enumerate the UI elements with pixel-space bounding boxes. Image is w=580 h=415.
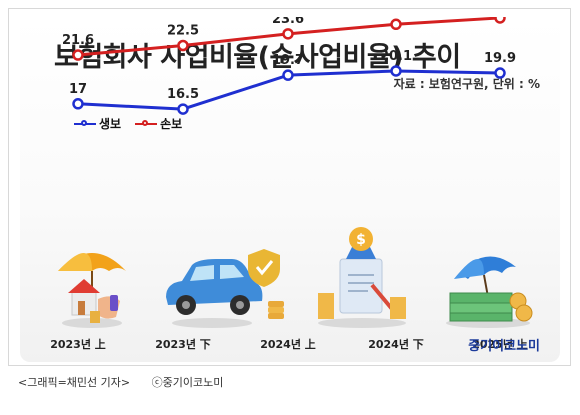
data-label-nonlife: 21.6 (62, 33, 94, 48)
data-label-life: 17 (69, 82, 87, 97)
data-point-nonlife (177, 39, 189, 52)
data-label-life: 19.7 (272, 53, 304, 68)
legend-label-nonlife: 손보 (160, 117, 183, 131)
data-point-life (177, 103, 189, 115)
legend-item-life: 생보 (74, 115, 121, 132)
x-tick-label: 2023년 下 (155, 337, 211, 351)
data-point-life (72, 98, 84, 110)
x-tick-label: 2023년 上 (50, 337, 106, 351)
legend-swatch-life (74, 119, 96, 126)
data-point-life (390, 65, 402, 77)
svg-text:$: $ (356, 232, 366, 248)
data-point-nonlife (494, 17, 506, 24)
infographic-panel: 보험회사 사업비율(순사업비율) 추이 자료 : 보험연구원, 단위 : % 생… (20, 17, 560, 362)
umbrella-house-icon (58, 253, 126, 328)
x-tick-label: 2025년 上 (472, 337, 528, 351)
data-label-life: 20.1 (380, 49, 412, 64)
legend-item-nonlife: 손보 (135, 115, 182, 132)
legend-label-life: 생보 (99, 117, 122, 131)
source-note: 자료 : 보험연구원, 단위 : % (393, 77, 540, 91)
data-label-life: 19.9 (484, 51, 516, 66)
data-label-nonlife: 22.5 (167, 24, 199, 39)
x-tick-label: 2024년 下 (368, 337, 424, 351)
umbrella-money-icon (446, 256, 533, 328)
data-label-life: 16.5 (167, 87, 199, 102)
car-shield-icon (166, 249, 284, 328)
document-coins-icon: $ (318, 227, 406, 328)
data-point-nonlife (282, 28, 294, 40)
caption-credit: <그래픽=채민선 기자> (18, 376, 131, 389)
data-point-life (494, 67, 506, 79)
data-point-life (282, 69, 294, 81)
legend-swatch-nonlife (135, 119, 158, 126)
legend: 생보 손보 (74, 115, 182, 132)
caption-copyright: ⓒ중기이코노미 (151, 376, 224, 389)
series-life: 17 16.5 19.7 20.1 19.9 (69, 49, 516, 115)
series-nonlife: 21.622.523.624.525.1 (62, 17, 506, 61)
x-tick-label: 2024년 上 (260, 337, 316, 351)
data-point-nonlife (390, 18, 402, 31)
data-label-nonlife: 23.6 (272, 17, 304, 27)
data-point-nonlife (72, 49, 84, 61)
brand-logo: 중기이코노미 (468, 339, 540, 354)
caption: <그래픽=채민선 기자> ⓒ중기이코노미 (18, 374, 223, 390)
